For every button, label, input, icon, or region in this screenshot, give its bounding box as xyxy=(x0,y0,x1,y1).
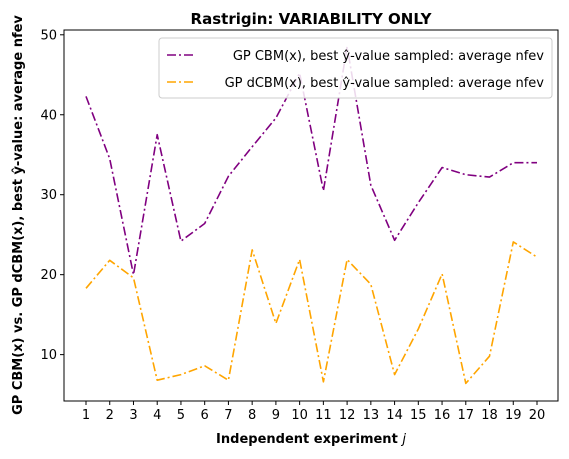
x-tick-label: 11 xyxy=(315,408,332,423)
x-axis-label: Independent experiment j xyxy=(216,432,406,447)
x-tick-label: 13 xyxy=(363,408,380,423)
x-tick-label: 14 xyxy=(386,408,403,423)
y-tick-label: 20 xyxy=(40,268,57,283)
x-tick-label: 7 xyxy=(224,408,232,423)
x-tick-label: 10 xyxy=(291,408,308,423)
chart-title: Rastrigin: VARIABILITY ONLY xyxy=(191,10,433,28)
legend: GP CBM(x), best ŷ-value sampled: average… xyxy=(159,38,552,98)
legend-label-2: GP dCBM(x), best ŷ-value sampled: averag… xyxy=(225,76,545,91)
y-tick-label: 40 xyxy=(40,108,57,123)
x-tick-label: 4 xyxy=(153,408,161,423)
y-tick-label: 50 xyxy=(40,28,57,43)
x-tick-label: 18 xyxy=(481,408,498,423)
y-tick-label: 30 xyxy=(40,188,57,203)
x-tick-label: 6 xyxy=(201,408,209,423)
x-tick-label: 2 xyxy=(106,408,114,423)
x-tick-label: 16 xyxy=(434,408,451,423)
x-tick-label: 5 xyxy=(177,408,185,423)
y-tick-label: 10 xyxy=(40,348,57,363)
x-tick-label: 17 xyxy=(458,408,475,423)
y-axis-label: GP CBM(x) vs. GP dCBM(x), best ŷ-value: … xyxy=(11,15,26,415)
x-tick-label: 19 xyxy=(505,408,522,423)
x-tick-label: 8 xyxy=(248,408,256,423)
x-tick-label: 12 xyxy=(339,408,356,423)
legend-label-1: GP CBM(x), best ŷ-value sampled: average… xyxy=(233,49,544,64)
x-tick-label: 3 xyxy=(129,408,137,423)
x-tick-label: 20 xyxy=(529,408,546,423)
x-tick-label: 1 xyxy=(82,408,90,423)
x-tick-label: 9 xyxy=(272,408,280,423)
x-tick-label: 15 xyxy=(410,408,427,423)
